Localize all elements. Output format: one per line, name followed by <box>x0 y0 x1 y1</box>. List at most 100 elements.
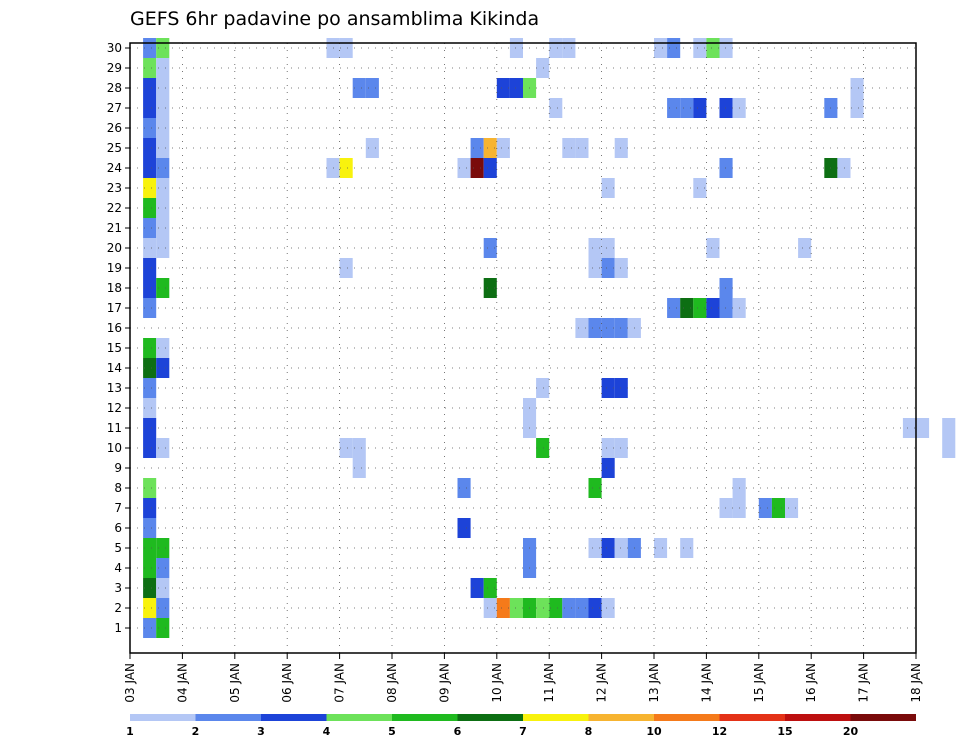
heatmap-cell <box>156 58 170 78</box>
chart-title: GEFS 6hr padavine po ansamblima Kikinda <box>130 8 539 30</box>
heatmap-cell <box>549 98 563 118</box>
heatmap-cell <box>719 158 733 178</box>
heatmap-cell <box>588 318 602 338</box>
heatmap-cell <box>143 498 157 518</box>
heatmap-cell <box>601 318 615 338</box>
x-tick-label: 05 JAN <box>228 663 242 703</box>
heatmap-cell <box>156 598 170 618</box>
heatmap-cell <box>588 538 602 558</box>
heatmap-cell <box>496 138 510 158</box>
heatmap-cell <box>143 378 157 398</box>
heatmap-cell <box>156 278 170 298</box>
y-tick-label: 16 <box>107 321 122 335</box>
colorbar-label: 15 <box>777 725 792 738</box>
colorbar-label: 10 <box>646 725 662 738</box>
heatmap-cell <box>143 538 157 558</box>
x-tick-label: 09 JAN <box>437 663 451 703</box>
heatmap-cell <box>156 138 170 158</box>
heatmap-cell <box>706 298 720 318</box>
chart-grid <box>129 43 917 653</box>
heatmap-cell <box>156 578 170 598</box>
y-tick-label: 9 <box>114 461 122 475</box>
heatmap-cell <box>483 238 497 258</box>
heatmap-cell <box>143 358 157 378</box>
heatmap-cell <box>457 518 471 538</box>
heatmap-cell <box>719 298 733 318</box>
x-axis: 03 JAN 04 JAN 05 JAN 06 JAN 07 JAN 08 JAN 09 J… <box>123 653 923 703</box>
heatmap-cell <box>588 598 602 618</box>
heatmap-cell <box>614 258 628 278</box>
y-tick-label: 26 <box>107 121 122 135</box>
heatmap-cell <box>143 338 157 358</box>
y-tick-label: 29 <box>107 61 122 75</box>
heatmap-cell <box>483 578 497 598</box>
heatmap-cell <box>143 198 157 218</box>
heatmap-cell <box>588 258 602 278</box>
heatmap-cell <box>365 78 379 98</box>
colorbar-label: 4 <box>323 725 331 738</box>
colorbar-segment <box>523 714 589 721</box>
colorbar-label: 8 <box>585 725 593 738</box>
heatmap-cell <box>156 338 170 358</box>
x-tick-label: 14 JAN <box>699 663 713 703</box>
heatmap-cell <box>771 498 785 518</box>
heatmap-cell <box>549 598 563 618</box>
heatmap-cell <box>457 478 471 498</box>
heatmap-cell <box>536 58 550 78</box>
heatmap-cell <box>719 278 733 298</box>
heatmap-cell <box>601 538 615 558</box>
heatmap-cell <box>601 598 615 618</box>
colorbar-segment <box>326 714 392 721</box>
heatmap-cell <box>614 138 628 158</box>
heatmap-cell <box>719 98 733 118</box>
x-tick-label: 13 JAN <box>647 663 661 703</box>
heatmap-cell <box>470 578 484 598</box>
heatmap-cell <box>457 158 471 178</box>
heatmap-cell <box>719 38 733 58</box>
heatmap-cell <box>536 438 550 458</box>
heatmap-cell <box>143 598 157 618</box>
y-tick-label: 5 <box>114 541 122 555</box>
colorbar-segment <box>785 714 851 721</box>
x-tick-label: 11 JAN <box>542 663 556 703</box>
heatmap-cell <box>562 138 576 158</box>
x-tick-label: 12 JAN <box>595 663 609 703</box>
heatmap-cell <box>942 418 956 438</box>
heatmap-cell <box>143 478 157 498</box>
heatmap-cell <box>143 218 157 238</box>
heatmap-cell <box>156 238 170 258</box>
heatmap-cell <box>601 378 615 398</box>
heatmap-cell <box>156 98 170 118</box>
heatmap-cell <box>942 438 956 458</box>
y-tick-label: 28 <box>107 81 122 95</box>
y-tick-label: 12 <box>107 401 122 415</box>
heatmap-cell <box>496 78 510 98</box>
y-tick-label: 1 <box>114 621 122 635</box>
heatmap-cell <box>706 38 720 58</box>
colorbar-segment <box>719 714 785 721</box>
heatmap-cell <box>143 518 157 538</box>
heatmap-cell <box>680 538 694 558</box>
heatmap-cell <box>156 158 170 178</box>
heatmap-cell <box>601 178 615 198</box>
heatmap-cell <box>680 298 694 318</box>
colorbar-label: 20 <box>843 725 859 738</box>
heatmap-cell <box>575 318 589 338</box>
heatmap-cell <box>483 138 497 158</box>
heatmap-cell <box>156 618 170 638</box>
heatmap-cell <box>509 38 523 58</box>
heatmap-cell <box>352 78 366 98</box>
heatmap-cell <box>156 538 170 558</box>
heatmap-cell <box>667 298 681 318</box>
y-tick-label: 17 <box>107 301 122 315</box>
heatmap-cell <box>143 238 157 258</box>
heatmap-cell <box>850 98 864 118</box>
heatmap-cell <box>483 278 497 298</box>
y-tick-label: 6 <box>114 521 122 535</box>
heatmap-cell <box>143 118 157 138</box>
y-tick-label: 18 <box>107 281 122 295</box>
heatmap-cell <box>693 98 707 118</box>
heatmap-cell <box>143 138 157 158</box>
heatmap-cell <box>339 258 353 278</box>
heatmap-cell <box>614 438 628 458</box>
